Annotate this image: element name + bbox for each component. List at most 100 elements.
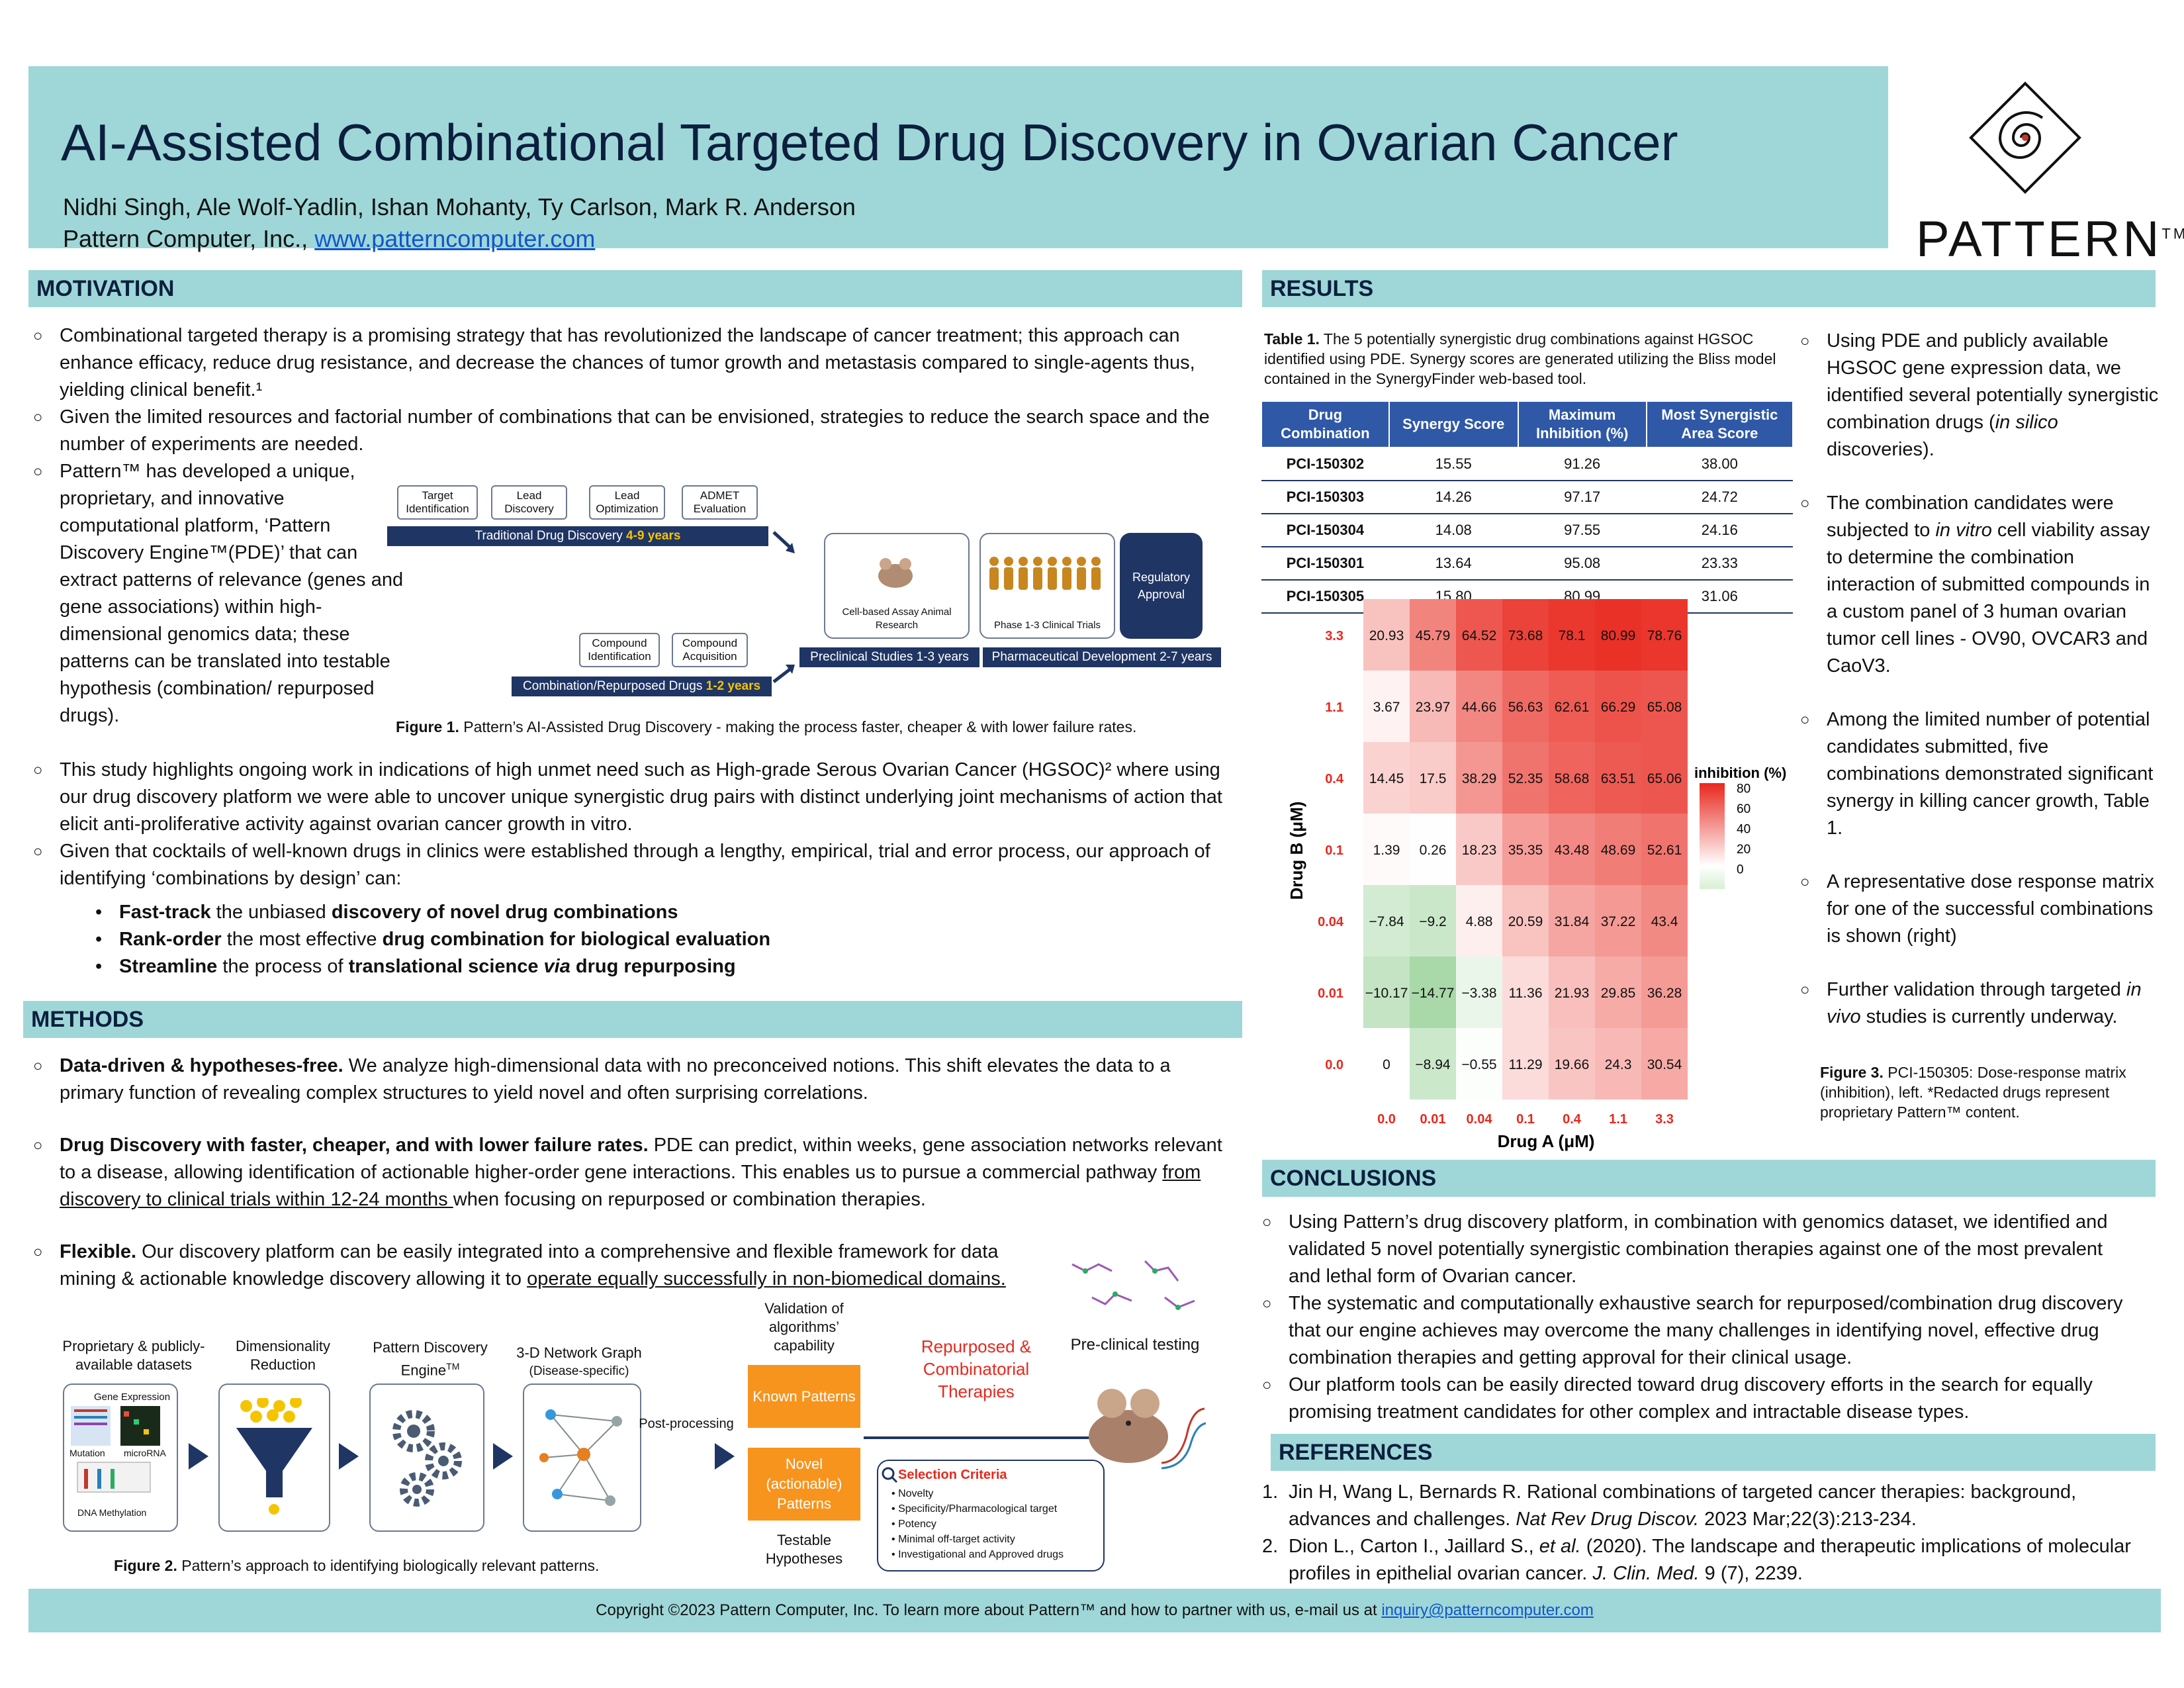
table-cell: 13.64 — [1388, 547, 1518, 581]
result-text: A representative dose response matrix fo… — [1827, 871, 2154, 947]
heatmap-value-label: 52.35 — [1508, 771, 1543, 786]
motivation-text-3: Pattern™ has developed a unique, proprie… — [60, 461, 404, 726]
y-tick-label: 1.1 — [1325, 700, 1343, 715]
reference-text: et al. — [1539, 1536, 1581, 1557]
motivation-text-1: Combinational targeted therapy is a prom… — [60, 325, 1195, 400]
motivation-header: MOTIVATION — [28, 270, 1242, 307]
heatmap-value-label: 73.68 — [1508, 628, 1543, 643]
heatmap-value-label: −3.38 — [1461, 986, 1496, 1001]
email-link[interactable]: inquiry@patterncomputer.com — [1381, 1601, 1594, 1619]
heatmap-value-label: −14.77 — [1412, 986, 1455, 1001]
bullet-icon: ○ — [1800, 332, 1810, 350]
table-cell: PCI-150303 — [1261, 481, 1389, 514]
heatmap-cell — [1456, 742, 1502, 814]
table-cell: 31.06 — [1646, 580, 1793, 614]
affiliation: Pattern Computer, Inc., www.patterncompu… — [63, 225, 595, 253]
criteria-text: Novelty — [898, 1488, 934, 1499]
table-cell: 97.55 — [1518, 514, 1647, 547]
heatmap-value-label: 52.61 — [1647, 843, 1682, 858]
method-text: PDE can predict, within weeks, gene asso… — [60, 1135, 1222, 1183]
colorbar-tick-label: 80 — [1737, 782, 1751, 796]
table-cell: PCI-150304 — [1261, 514, 1389, 547]
clinical-trials-box: Phase 1-3 Clinical Trials — [979, 533, 1115, 639]
heatmap-cell — [1456, 885, 1502, 957]
novel-patterns-box: Novel (actionable) Patterns — [748, 1448, 860, 1521]
bullet-icon: ○ — [1262, 1213, 1272, 1231]
arrow-icon — [189, 1443, 208, 1470]
website-link[interactable]: www.patterncomputer.com — [314, 225, 596, 252]
colorbar-title: inhibition (%) — [1694, 765, 1786, 781]
clinical-trials-label: Phase 1-3 Clinical Trials — [994, 620, 1101, 631]
benefit-item: • Rank-order the most effective drug comb… — [95, 926, 1231, 953]
dot-icon: • — [891, 1503, 895, 1515]
conclusions-section: ○ Using Pattern’s drug discovery platform… — [1262, 1209, 2136, 1426]
engine-box — [369, 1383, 484, 1532]
network-label: 3-D Network Graph (Disease-specific) — [506, 1344, 652, 1381]
heatmap-cell — [1363, 671, 1410, 742]
benefit-text: drug combination for biological evaluati… — [382, 929, 771, 950]
result-text: Using PDE and publicly available HGSOC g… — [1827, 330, 2159, 433]
datasets-box: Gene Expression Mutation microRNA DNA Me… — [63, 1383, 178, 1532]
motivation-point-2: ○ Given the limited resources and factori… — [33, 404, 1231, 458]
heatmap-cell — [1456, 1028, 1502, 1100]
heatmap-cell — [1595, 957, 1641, 1028]
arrow-icon — [772, 531, 795, 553]
traditional-discovery-bar: Traditional Drug Discovery 4-9 years — [387, 526, 768, 546]
traditional-years: 4-9 years — [626, 529, 681, 543]
heatmap-cell — [1502, 957, 1549, 1028]
heatmap-cell — [1456, 599, 1502, 671]
heatmap-cell — [1363, 885, 1410, 957]
criteria-item: • Novelty — [891, 1486, 1064, 1501]
heatmap-cell — [1410, 1028, 1456, 1100]
motivation-point-1: ○ Combinational targeted therapy is a pro… — [33, 322, 1231, 404]
method-text: Our discovery platform can be easily int… — [60, 1241, 999, 1289]
heatmap-value-label: 43.48 — [1555, 843, 1590, 858]
bullet-icon: ○ — [33, 1243, 43, 1261]
arrow-icon — [715, 1443, 735, 1470]
title-banner — [28, 66, 1888, 248]
combination-label: Combination/Repurposed Drugs — [522, 679, 706, 693]
bullet-icon: ○ — [1800, 494, 1810, 512]
x-tick-label: 3.3 — [1655, 1112, 1674, 1127]
method-point-1: ○ Data-driven & hypotheses-free. We analy… — [33, 1053, 1231, 1107]
selection-criteria-box: Selection Criteria • Novelty • Specifici… — [877, 1460, 1105, 1571]
heatmap-value-label: 62.61 — [1555, 700, 1590, 715]
result-text: Among the limited number of potential ca… — [1827, 709, 2154, 839]
heatmap-value-label: 24.3 — [1605, 1057, 1632, 1072]
network-subtitle: (Disease-specific) — [529, 1364, 629, 1378]
reference-text: Dion L., Carton I., Jaillard S., — [1289, 1536, 1539, 1557]
heatmap-cell — [1641, 599, 1688, 671]
caption-label: Figure 2. — [114, 1557, 177, 1574]
benefit-text: the unbiased — [210, 902, 332, 923]
table-header-row: Drug Combination Synergy Score Maximum I… — [1261, 400, 1794, 448]
validation-label: Validation of algorithms’ capability — [764, 1300, 844, 1354]
heatmap-cell — [1595, 671, 1641, 742]
heatmap-value-label: 3.67 — [1373, 700, 1400, 715]
result-text: The combination candidates were subjecte… — [1827, 492, 2114, 541]
authors: Nidhi Singh, Ale Wolf-Yadlin, Ishan Moha… — [63, 193, 856, 220]
conclusion-text: Using Pattern’s drug discovery platform,… — [1289, 1211, 2108, 1287]
affiliation-name: Pattern Computer, Inc., — [63, 225, 308, 252]
table-cell: 97.17 — [1518, 481, 1647, 514]
result-text: discoveries). — [1827, 439, 1934, 460]
heatmap-cell — [1595, 885, 1641, 957]
heatmap-cell — [1456, 671, 1502, 742]
conclusion-point-1: ○ Using Pattern’s drug discovery platform… — [1262, 1209, 2136, 1290]
combination-discovery-bar: Combination/Repurposed Drugs 1-2 years — [512, 677, 772, 696]
table-cell: 14.08 — [1388, 514, 1518, 547]
magnifier-icon — [882, 1467, 898, 1483]
heatmap-value-label: 20.93 — [1369, 628, 1404, 643]
pde-trademark: TM — [446, 1361, 460, 1372]
motivation-section: ○ Combinational targeted therapy is a pro… — [33, 322, 1231, 729]
heatmap-value-label: 45.79 — [1416, 628, 1451, 643]
column-header: Drug Combination — [1261, 400, 1390, 448]
selection-criteria-list: • Novelty • Specificity/Pharmacological … — [891, 1486, 1064, 1562]
heatmap-cell — [1410, 814, 1456, 885]
column-header: Maximum Inhibition (%) — [1517, 400, 1647, 448]
column-header: Synergy Score — [1388, 400, 1519, 448]
heatmap-value-label: −8.94 — [1415, 1057, 1450, 1072]
table-cell: PCI-150305 — [1261, 580, 1389, 614]
reference-number: 1. — [1262, 1481, 1279, 1503]
heatmap-value-label: 78.1 — [1559, 628, 1586, 643]
microrna-label: microRNA — [124, 1448, 166, 1458]
